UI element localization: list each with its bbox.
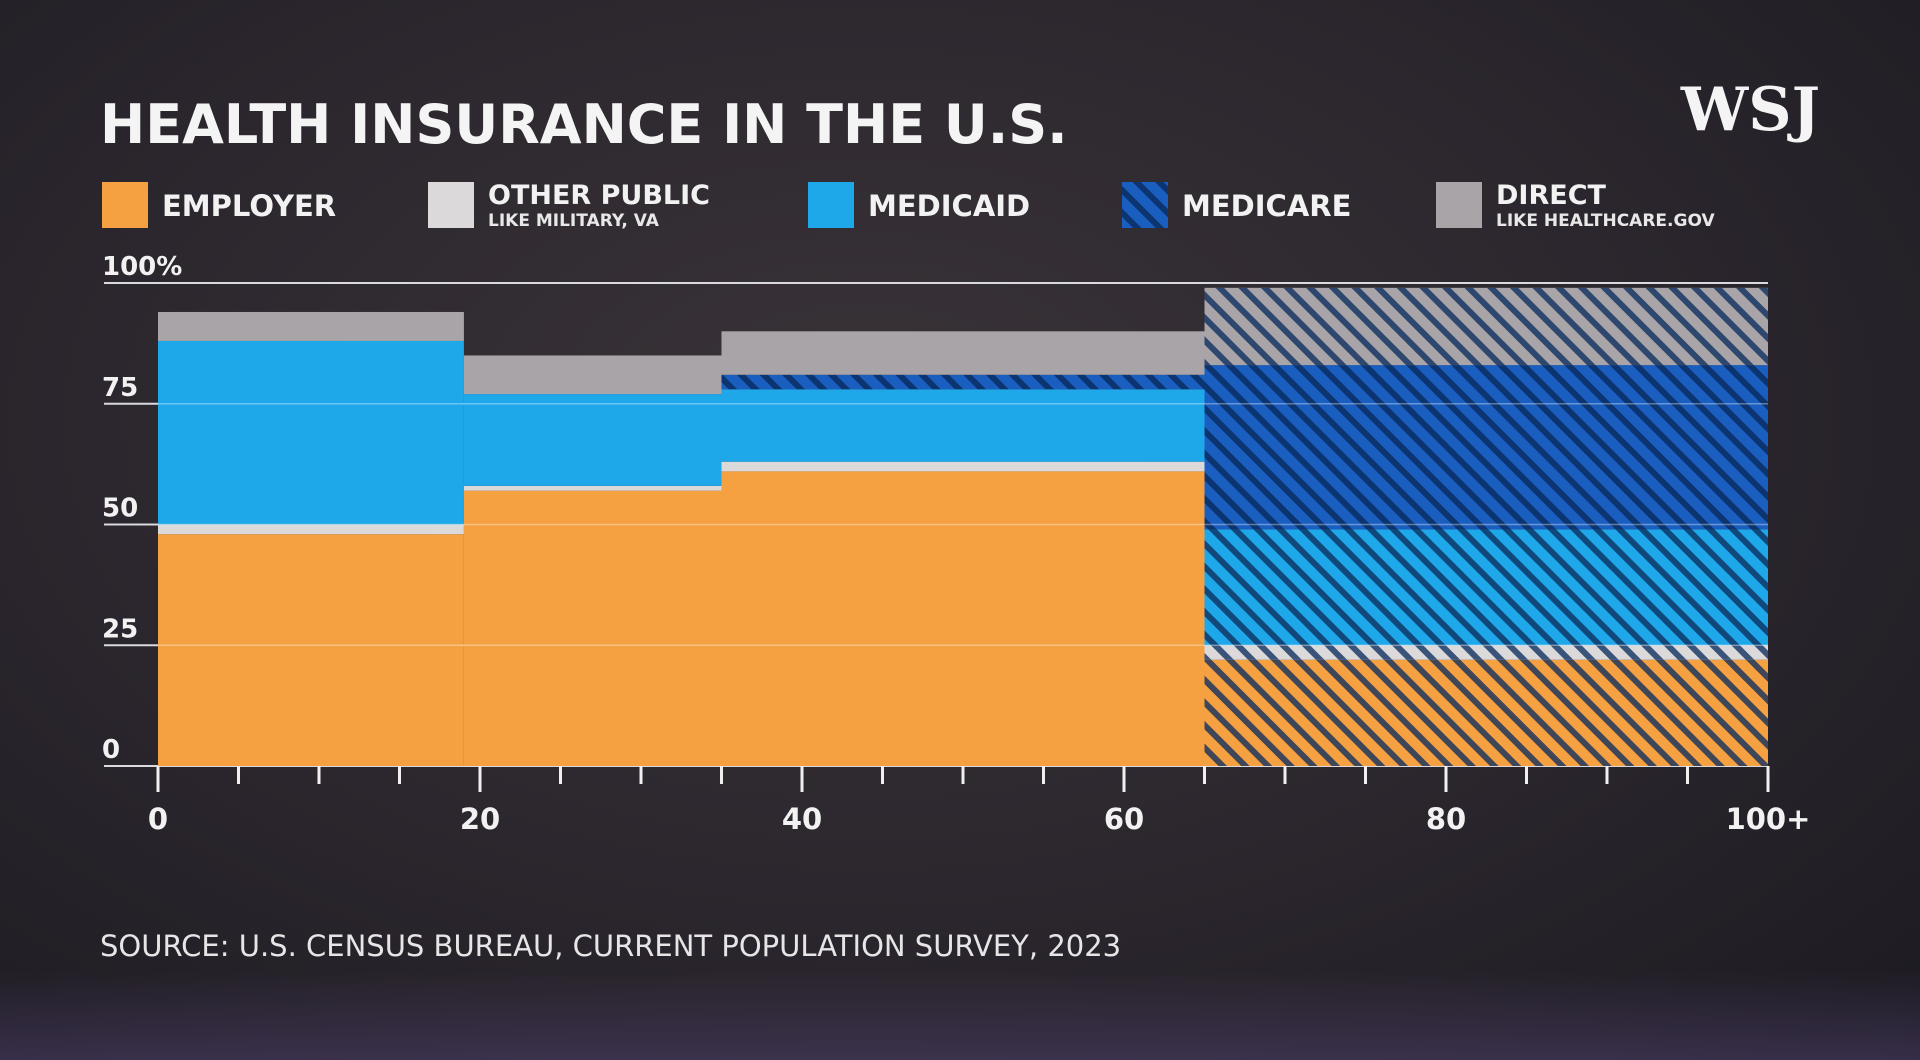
legend-swatch-employer bbox=[102, 182, 148, 228]
y-tick-label-0: 0 bbox=[102, 735, 120, 765]
segment-employer-35 bbox=[721, 471, 1205, 766]
segment-medicare-35 bbox=[721, 374, 1205, 390]
segment-medicare-overlap-other-public-65 bbox=[1204, 645, 1768, 660]
source-note: SOURCE: U.S. CENSUS BUREAU, CURRENT POPU… bbox=[100, 929, 1121, 963]
x-tick-label-60: 60 bbox=[1104, 802, 1144, 836]
segment-employer-19 bbox=[463, 490, 722, 766]
segment-direct-19 bbox=[463, 355, 722, 395]
age-group-19-35 bbox=[463, 355, 722, 766]
x-tick-label-80: 80 bbox=[1426, 802, 1466, 836]
wsj-logo: WSJ bbox=[1680, 75, 1820, 145]
legend-sublabel-direct: LIKE HEALTHCARE.GOV bbox=[1496, 211, 1715, 231]
age-group-0-19 bbox=[158, 311, 464, 766]
segment-other-public-0 bbox=[158, 524, 464, 535]
legend-swatch-medicare bbox=[1122, 182, 1168, 228]
legend-swatch-medicaid bbox=[808, 182, 854, 228]
chart-title: HEALTH INSURANCE IN THE U.S. bbox=[100, 93, 1068, 156]
y-tick-label-25: 25 bbox=[102, 614, 138, 644]
segment-direct-0 bbox=[158, 311, 464, 341]
segment-medicaid-0 bbox=[158, 340, 464, 525]
plot-area bbox=[158, 287, 1768, 766]
segment-employer-0 bbox=[158, 534, 464, 766]
x-axis: 0 20 40 60 80 100+ bbox=[148, 766, 1811, 836]
y-tick-label-50: 50 bbox=[102, 494, 138, 524]
segment-medicaid-35 bbox=[721, 389, 1205, 462]
segment-other-public-19 bbox=[463, 485, 722, 491]
x-tick-label-40: 40 bbox=[782, 802, 822, 836]
legend-label-employer: EMPLOYER bbox=[162, 189, 336, 223]
legend-label-other-public: OTHER PUBLIC bbox=[488, 180, 710, 211]
legend-swatch-other-public bbox=[428, 182, 474, 228]
legend-swatch-direct bbox=[1436, 182, 1482, 228]
segment-medicare-65 bbox=[1204, 365, 1768, 530]
segment-medicare-overlap-direct-65 bbox=[1204, 287, 1768, 366]
gridlines-overlay bbox=[158, 403, 1768, 646]
y-tick-label-100: 100% bbox=[102, 252, 182, 282]
legend-label-medicaid: MEDICAID bbox=[868, 189, 1030, 223]
x-tick-label-20: 20 bbox=[460, 802, 500, 836]
y-tick-label-75: 75 bbox=[102, 373, 138, 403]
age-group-65-100 bbox=[1204, 287, 1768, 766]
segment-other-public-35 bbox=[721, 461, 1205, 472]
legend-label-direct: DIRECT bbox=[1496, 180, 1607, 211]
x-tick-label-100plus: 100+ bbox=[1726, 802, 1811, 836]
segment-medicare-overlap-employer-65 bbox=[1204, 659, 1768, 766]
segment-medicare-overlap-medicaid-65 bbox=[1204, 529, 1768, 646]
legend-sublabel-other-public: LIKE MILITARY, VA bbox=[488, 211, 660, 231]
legend-label-medicare: MEDICARE bbox=[1182, 189, 1351, 223]
y-axis: 0 25 50 75 100% bbox=[102, 252, 182, 765]
x-tick-label-0: 0 bbox=[148, 802, 168, 836]
segment-medicaid-19 bbox=[463, 394, 722, 486]
age-group-35-65 bbox=[721, 331, 1205, 766]
segment-direct-35 bbox=[721, 331, 1205, 375]
